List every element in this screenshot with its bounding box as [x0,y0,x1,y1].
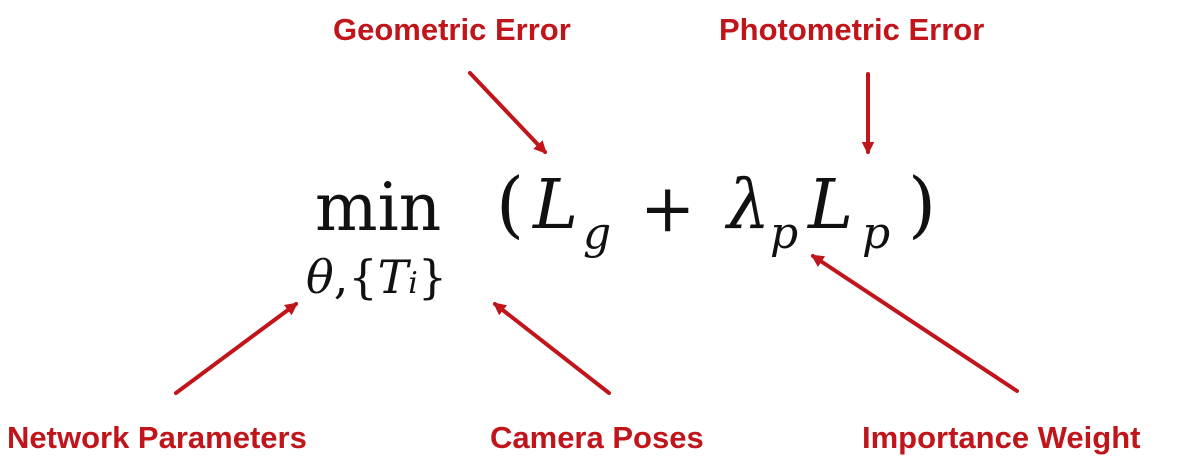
eq-plus: + [640,170,696,247]
label-geometric-error: Geometric Error [333,12,571,47]
label-network-parameters: Network Parameters [7,420,307,455]
arrow-importance-weight [810,254,1019,393]
eq-L-geometric: L [533,166,579,245]
label-camera-poses: Camera Poses [490,420,704,455]
arrow-network-parameters [174,302,299,395]
eq-open-brace: { [348,250,378,304]
eq-L-photometric: L [808,166,854,245]
eq-lambda-sub-p: p [770,208,799,259]
eq-lambda: λ [727,166,771,245]
arrow-camera-poses [492,302,611,395]
eq-L-sub-p: p [862,208,891,259]
eq-min-subscript: θ,{Ti} [306,254,447,300]
label-importance-weight: Importance Weight [862,420,1141,455]
eq-T: T [377,250,409,304]
eq-close-paren: ) [908,162,937,246]
eq-min-operator: min [315,169,442,246]
label-photometric-error: Photometric Error [719,12,985,47]
eq-comma: , [333,250,349,304]
eq-sub-i: i [408,266,418,301]
eq-open-paren: ( [496,162,525,246]
eq-close-brace: } [417,250,448,304]
eq-theta: θ [306,250,334,304]
eq-sub-g: g [583,208,612,259]
arrow-geometric-error [468,71,547,154]
